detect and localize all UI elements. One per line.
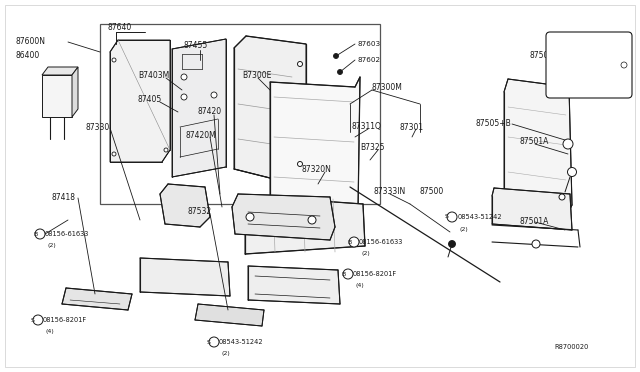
Polygon shape [245, 196, 365, 254]
Circle shape [343, 269, 353, 279]
Text: 87505+B: 87505+B [475, 119, 511, 128]
Text: 86400: 86400 [16, 51, 40, 60]
Text: (4): (4) [356, 282, 365, 288]
Polygon shape [504, 79, 572, 217]
Circle shape [298, 61, 303, 67]
Polygon shape [195, 304, 264, 326]
Text: 08156-8201F: 08156-8201F [43, 317, 87, 323]
Text: (2): (2) [362, 251, 371, 257]
Circle shape [563, 139, 573, 149]
Bar [556, 46, 580, 66]
Bar [584, 46, 608, 66]
Text: 87420M: 87420M [185, 131, 216, 140]
Polygon shape [140, 258, 230, 296]
Bar [560, 70, 608, 88]
Text: 87603: 87603 [358, 41, 381, 47]
Text: 87500: 87500 [420, 187, 444, 196]
Text: B: B [341, 272, 345, 276]
Text: 87600N: 87600N [15, 38, 45, 46]
Polygon shape [72, 67, 78, 117]
Circle shape [532, 240, 540, 248]
Text: (4): (4) [46, 330, 55, 334]
Text: 87532: 87532 [188, 208, 212, 217]
Circle shape [621, 62, 627, 68]
Text: 87420: 87420 [198, 108, 222, 116]
Circle shape [572, 74, 576, 78]
Text: 87311Q: 87311Q [352, 122, 382, 131]
Text: 87330: 87330 [85, 122, 109, 131]
Text: 87506: 87506 [530, 51, 554, 61]
Polygon shape [270, 77, 360, 217]
Polygon shape [232, 194, 335, 240]
Text: 87301: 87301 [400, 122, 424, 131]
Text: B7325: B7325 [360, 142, 385, 151]
Circle shape [181, 94, 187, 100]
Polygon shape [160, 184, 210, 227]
Circle shape [447, 212, 457, 222]
Text: 87418: 87418 [52, 193, 76, 202]
Circle shape [246, 213, 254, 221]
Text: 87602: 87602 [358, 57, 381, 63]
Circle shape [349, 237, 359, 247]
Text: 08156-8201F: 08156-8201F [353, 271, 397, 277]
Polygon shape [42, 67, 78, 75]
Circle shape [568, 167, 577, 176]
Text: B: B [33, 231, 37, 237]
Circle shape [578, 60, 586, 68]
Circle shape [35, 229, 45, 239]
Text: 08156-61633: 08156-61633 [359, 239, 403, 245]
Circle shape [112, 152, 116, 156]
Text: (2): (2) [222, 352, 231, 356]
Circle shape [33, 315, 43, 325]
Circle shape [308, 216, 316, 224]
Polygon shape [42, 75, 72, 117]
Polygon shape [234, 36, 306, 184]
Circle shape [333, 54, 339, 58]
Polygon shape [492, 188, 572, 230]
Text: (2): (2) [460, 227, 468, 231]
Text: B: B [347, 240, 351, 244]
Circle shape [298, 161, 303, 167]
Circle shape [337, 70, 342, 74]
Circle shape [209, 337, 219, 347]
Circle shape [559, 194, 565, 200]
Text: B7403M: B7403M [138, 71, 169, 80]
Text: 87455: 87455 [184, 42, 208, 51]
Text: 87501A: 87501A [519, 218, 548, 227]
Polygon shape [110, 40, 170, 162]
Text: R8700020: R8700020 [554, 344, 588, 350]
Text: 08543-51242: 08543-51242 [458, 214, 502, 220]
Text: 87501A: 87501A [519, 138, 548, 147]
Text: 08543-51242: 08543-51242 [219, 339, 264, 345]
Text: S: S [445, 215, 449, 219]
Circle shape [181, 74, 187, 80]
Bar [100, 24, 380, 204]
Circle shape [449, 241, 456, 247]
Text: 87320N: 87320N [302, 166, 332, 174]
Text: 08156-61633: 08156-61633 [45, 231, 90, 237]
Circle shape [164, 148, 168, 152]
Text: 87333IN: 87333IN [374, 187, 406, 196]
Text: S: S [31, 317, 35, 323]
Polygon shape [62, 288, 132, 310]
Text: 87405: 87405 [138, 94, 163, 103]
FancyBboxPatch shape [546, 32, 632, 98]
Text: (2): (2) [48, 244, 57, 248]
Polygon shape [172, 39, 226, 177]
Text: S: S [207, 340, 211, 344]
Polygon shape [248, 266, 340, 304]
Circle shape [211, 92, 217, 98]
Text: B7300E: B7300E [242, 71, 271, 80]
Circle shape [112, 58, 116, 62]
Text: 87640: 87640 [107, 23, 131, 32]
Text: 87300M: 87300M [372, 83, 403, 92]
